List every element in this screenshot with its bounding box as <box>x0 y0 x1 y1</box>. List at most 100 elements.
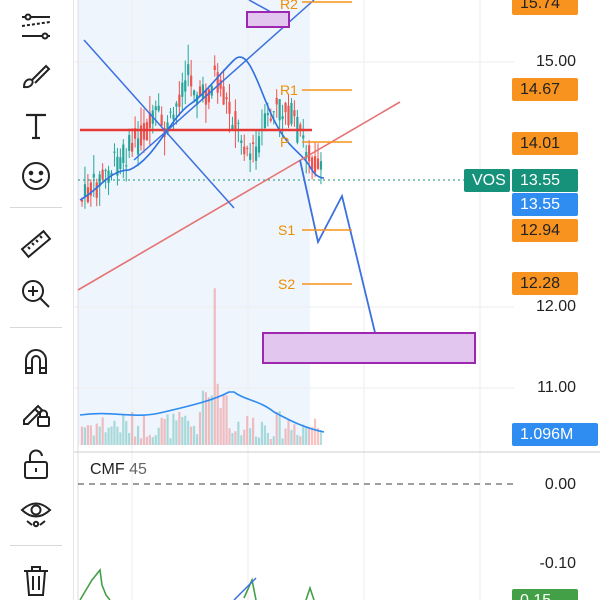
volume-bar <box>319 430 323 445</box>
candle-body <box>269 118 272 121</box>
candle-body <box>169 111 172 113</box>
volume-bar <box>193 425 196 445</box>
candle-body <box>237 122 240 124</box>
cmf-line <box>79 568 315 600</box>
last-price-blue-tag: 13.55 <box>512 193 578 216</box>
brush-tool-icon[interactable] <box>12 54 60 98</box>
p-price-tag: 14.01 <box>512 132 578 155</box>
volume-bar <box>175 420 178 445</box>
volume-bar <box>260 421 264 445</box>
candle-body <box>257 136 261 153</box>
candle-body <box>128 134 131 151</box>
candle-body <box>243 146 246 155</box>
volume-bar <box>142 414 146 445</box>
trash-icon[interactable] <box>12 558 60 600</box>
candle-body <box>231 125 234 130</box>
candle-body <box>234 111 237 129</box>
candle-body <box>195 94 199 105</box>
volume-bar <box>160 417 163 445</box>
candle-body <box>101 169 104 180</box>
volume-ma-line <box>79 391 325 433</box>
drawing-toolbar <box>0 0 74 600</box>
volume-bar <box>281 438 284 445</box>
volume-bar <box>172 413 175 445</box>
zoom-in-tool-icon[interactable] <box>12 272 60 316</box>
volume-bar <box>80 426 84 445</box>
purple-target-box[interactable] <box>262 332 476 364</box>
volume-bar <box>131 412 134 445</box>
emoji-tool-icon[interactable] <box>12 154 60 198</box>
text-tool-icon[interactable] <box>12 104 60 148</box>
candle-body <box>287 105 290 126</box>
volume-bar <box>95 423 98 445</box>
candle-body <box>122 144 125 163</box>
lock-drawing-icon[interactable] <box>12 390 60 434</box>
candle-body <box>252 142 255 145</box>
volume-bar <box>231 433 234 445</box>
eye-hide-icon[interactable] <box>12 490 60 534</box>
volume-bar <box>278 411 281 445</box>
candle-body <box>80 199 84 202</box>
volume-bar <box>145 436 148 445</box>
candle-body <box>193 90 196 96</box>
candle-body <box>184 80 187 92</box>
volume-bar <box>219 408 222 445</box>
candle-body <box>272 111 275 113</box>
candle-body <box>246 148 249 150</box>
ruler-tool-icon[interactable] <box>12 222 60 266</box>
cmf-indicator-title[interactable]: CMF 45 <box>90 461 147 479</box>
volume-bar <box>284 428 287 445</box>
volume-bar <box>195 434 199 445</box>
volume-bar <box>86 425 89 445</box>
r2-price-tag: 15.74 <box>512 0 578 15</box>
cmf-axis-label: 0.00 <box>544 476 576 493</box>
candle-body <box>148 112 151 129</box>
candle-body <box>201 84 205 99</box>
candle-body <box>305 152 308 159</box>
volume-bar <box>139 438 143 445</box>
candle-body <box>190 75 193 87</box>
volume-bar <box>287 419 290 445</box>
r1-price-tag: 14.67 <box>512 78 578 101</box>
volume-bar <box>151 437 154 445</box>
candle-body <box>204 89 207 105</box>
blue-trend-line-down <box>83 39 235 209</box>
volume-bar <box>228 428 231 445</box>
candle-body <box>83 184 87 198</box>
price-axis-label: 15.00 <box>535 53 576 70</box>
candle-body <box>249 153 252 160</box>
volume-bar <box>225 395 228 445</box>
candle-body <box>316 158 320 169</box>
volume-bar <box>222 393 225 445</box>
purple-target-box-top[interactable] <box>246 11 290 28</box>
moving-average-line <box>79 56 325 201</box>
volume-bar <box>313 418 317 445</box>
red-trend-line <box>77 101 401 291</box>
r2-level-label: R2 <box>280 0 298 12</box>
s2-price-tag: 12.28 <box>512 272 578 295</box>
volume-bar <box>269 438 272 445</box>
candle-body <box>131 142 134 152</box>
volume-bar <box>305 425 308 445</box>
volume-bar <box>275 412 278 445</box>
candle-body <box>110 172 113 177</box>
symbol-tag[interactable]: VOS <box>464 169 510 192</box>
volume-bar <box>116 426 119 445</box>
trend-line-tool-icon[interactable] <box>12 4 60 48</box>
candle-body <box>142 123 146 140</box>
candle-body <box>178 94 181 107</box>
unlock-icon[interactable] <box>12 442 60 486</box>
r1-level-label: R1 <box>280 82 298 98</box>
s1-price-tag: 12.94 <box>512 219 578 242</box>
price-chart-pane[interactable]: R2 R1 P S1 S2 <box>74 0 600 600</box>
volume-bar <box>299 436 302 445</box>
volume-bar <box>190 426 193 445</box>
volume-bar <box>290 429 293 445</box>
chart-canvas[interactable] <box>74 0 600 600</box>
candle-body <box>290 103 293 124</box>
cmf-indicator-period: 45 <box>129 461 147 478</box>
toolbar-divider <box>10 207 62 208</box>
volume-bar <box>308 426 311 445</box>
magnet-tool-icon[interactable] <box>12 340 60 384</box>
